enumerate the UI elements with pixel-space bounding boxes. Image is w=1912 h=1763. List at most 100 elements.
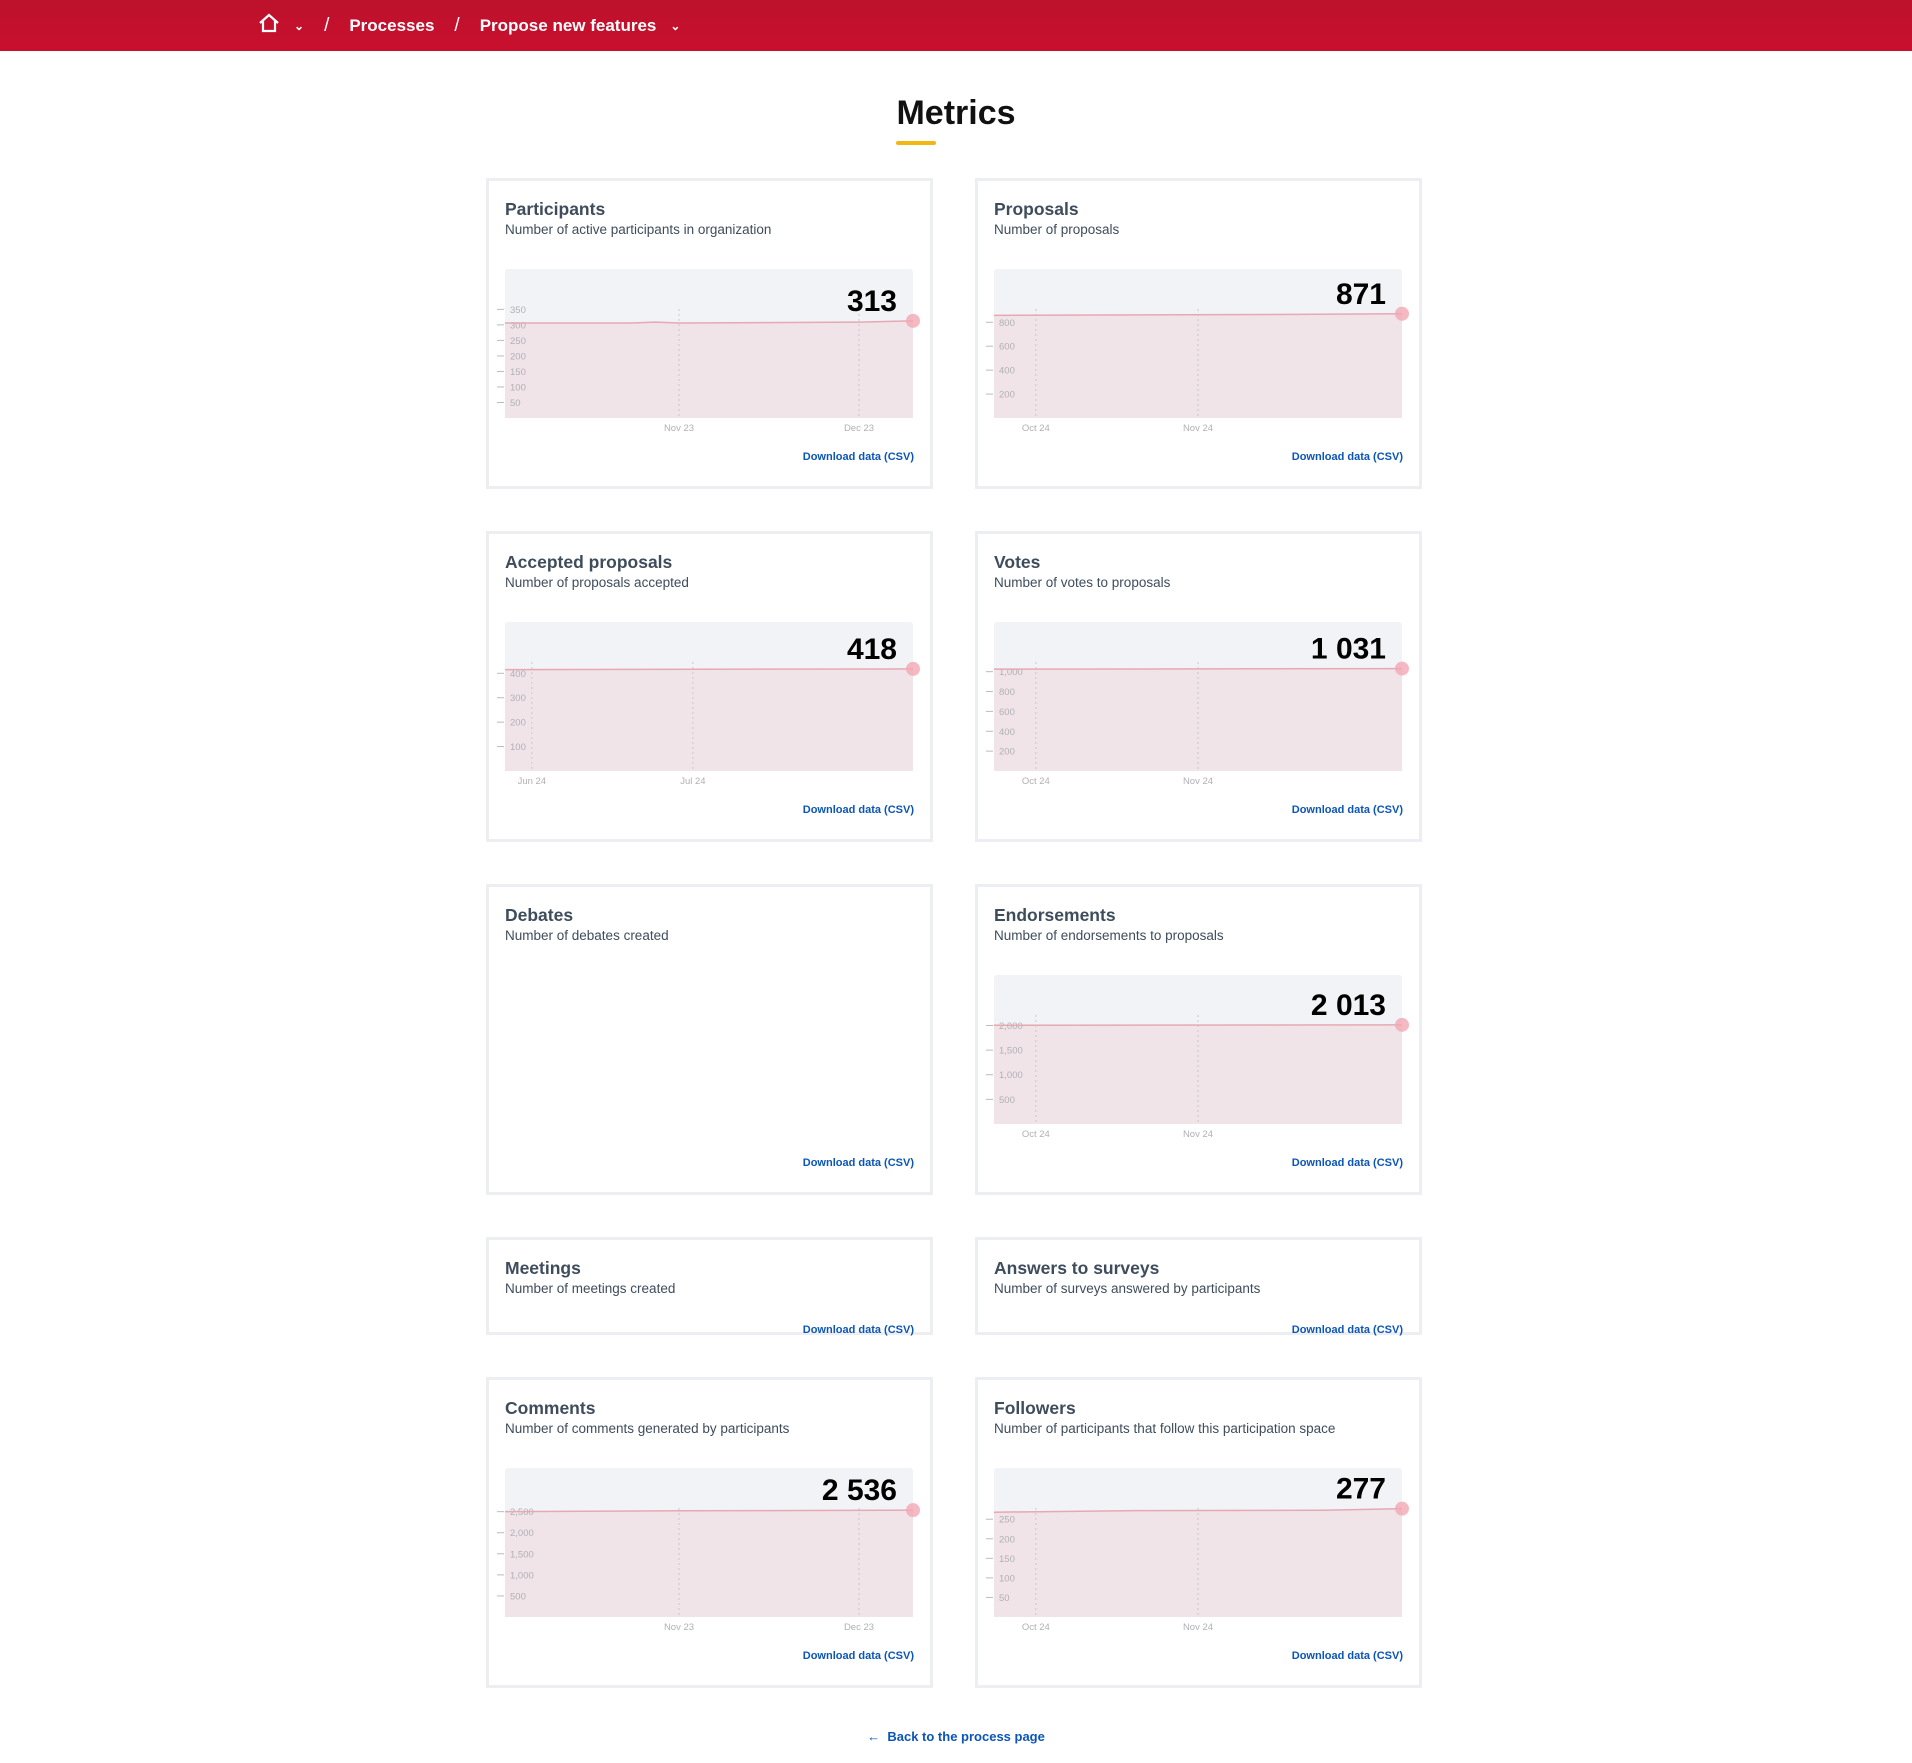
- x-tick-label: Nov 24: [1183, 1129, 1213, 1140]
- metric-subtitle: Number of endorsements to proposals: [994, 928, 1224, 943]
- download-csv-link[interactable]: Download data (CSV): [802, 1324, 914, 1336]
- x-tick-label: Nov 23: [664, 423, 694, 434]
- page-title: Metrics: [896, 94, 1016, 132]
- download-csv-link[interactable]: Download data (CSV): [802, 1157, 914, 1169]
- home-icon[interactable]: [258, 13, 280, 38]
- series-line: [504, 1509, 914, 1513]
- y-tick-label: 1,000: [510, 1570, 534, 1581]
- series-line: [504, 668, 914, 671]
- metric-card-answers-to-surveys: Answers to surveys Number of surveys ans…: [975, 1237, 1422, 1336]
- metric-chart: Oct 24 Nov 24 200 400 600 800 871: [986, 269, 1409, 434]
- last-point-marker: [1395, 661, 1409, 676]
- metric-value: 277: [1336, 1473, 1386, 1506]
- metric-subtitle: Number of proposals: [994, 222, 1120, 237]
- x-tick-label: Dec 23: [844, 1622, 874, 1633]
- metric-value: 871: [1336, 278, 1386, 311]
- top-navigation-bar: ⌄ / Processes / Propose new features ⌄: [0, 0, 1912, 51]
- y-tick-label: 200: [510, 718, 526, 729]
- metric-title: Participants: [505, 199, 606, 219]
- metric-card-debates: Debates Number of debates created Downlo…: [486, 884, 933, 1195]
- metric-title: Votes: [994, 552, 1041, 572]
- metric-card-votes: Votes Number of votes to proposals Downl…: [975, 531, 1422, 842]
- y-tick-label: 100: [510, 742, 526, 753]
- breadcrumb-processes[interactable]: Processes: [349, 15, 435, 35]
- y-tick-label: 800: [999, 318, 1015, 329]
- y-tick-label: 350: [510, 305, 526, 316]
- metric-title: Answers to surveys: [994, 1258, 1160, 1278]
- area-fill: [505, 320, 913, 418]
- x-tick-label: Jul 24: [680, 776, 705, 787]
- metric-card-endorsements: Endorsements Number of endorsements to p…: [975, 884, 1422, 1195]
- x-tick-label: Nov 24: [1183, 1622, 1213, 1633]
- chevron-down-icon[interactable]: ⌄: [294, 18, 305, 33]
- y-tick-label: 400: [999, 366, 1015, 377]
- x-tick-label: Nov 24: [1183, 776, 1213, 787]
- download-csv-link[interactable]: Download data (CSV): [1291, 1157, 1403, 1169]
- breadcrumb-process[interactable]: Propose new features: [479, 15, 657, 35]
- metric-card-proposals: Proposals Number of proposals Download d…: [975, 178, 1422, 489]
- x-tick-label: Oct 24: [1022, 1129, 1050, 1140]
- metric-card-accepted-proposals: Accepted proposals Number of proposals a…: [486, 531, 933, 842]
- series-line: [993, 667, 1403, 670]
- metric-chart: Jun 24 Jul 24 100 200 300 400 418: [497, 622, 920, 787]
- metric-chart: Nov 23 Dec 23 50 100 150 200 250 300 350 313: [497, 269, 920, 434]
- y-tick-label: 200: [999, 1534, 1015, 1545]
- area-fill: [994, 1508, 1402, 1617]
- chevron-down-icon[interactable]: ⌄: [670, 18, 681, 33]
- breadcrumb: ⌄ / Processes / Propose new features ⌄: [258, 0, 680, 51]
- metric-value: 313: [847, 285, 897, 318]
- x-tick-label: Nov 24: [1183, 423, 1213, 434]
- download-csv-link[interactable]: Download data (CSV): [1291, 1650, 1403, 1662]
- metric-card-meetings: Meetings Number of meetings created Down…: [486, 1237, 933, 1336]
- y-tick-label: 2,000: [999, 1021, 1023, 1032]
- series-line: [993, 313, 1403, 317]
- metric-chart: Oct 24 Nov 24 50 100 150 200 250 277: [986, 1468, 1409, 1633]
- metric-title: Endorsements: [994, 905, 1116, 925]
- back-to-process-link[interactable]: ← Back to the process page: [0, 1729, 1912, 1744]
- y-tick-label: 200: [999, 747, 1015, 758]
- breadcrumb-separator: /: [324, 14, 330, 36]
- metric-title: Proposals: [994, 199, 1079, 219]
- download-csv-link[interactable]: Download data (CSV): [1291, 451, 1403, 463]
- last-point-marker: [1395, 1501, 1409, 1516]
- y-tick-label: 1,500: [999, 1046, 1023, 1057]
- download-csv-link[interactable]: Download data (CSV): [802, 1650, 914, 1662]
- area-fill: [505, 668, 913, 771]
- metric-title: Comments: [505, 1398, 596, 1418]
- metric-subtitle: Number of participants that follow this …: [994, 1421, 1336, 1436]
- y-tick-label: 600: [999, 707, 1015, 718]
- download-csv-link[interactable]: Download data (CSV): [802, 451, 914, 463]
- metric-subtitle: Number of proposals accepted: [505, 575, 689, 590]
- last-point-marker: [906, 1503, 920, 1518]
- metric-value: 1 031: [1311, 633, 1386, 666]
- x-tick-label: Oct 24: [1022, 423, 1050, 434]
- arrow-left-icon: ←: [867, 1729, 888, 1744]
- area-fill: [505, 1510, 913, 1617]
- y-tick-label: 2,500: [510, 1507, 534, 1518]
- series-line: [505, 320, 914, 324]
- y-tick-label: 1,000: [999, 667, 1023, 678]
- y-tick-label: 250: [510, 336, 526, 347]
- area-fill: [994, 668, 1402, 771]
- y-tick-label: 1,500: [510, 1549, 534, 1560]
- y-tick-label: 800: [999, 687, 1015, 698]
- x-tick-label: Oct 24: [1022, 776, 1050, 787]
- download-csv-link[interactable]: Download data (CSV): [1291, 804, 1403, 816]
- metric-subtitle: Number of votes to proposals: [994, 575, 1171, 590]
- metric-value: 2 013: [1311, 989, 1386, 1022]
- y-tick-label: 250: [999, 1515, 1015, 1526]
- last-point-marker: [1395, 1017, 1409, 1032]
- metric-subtitle: Number of debates created: [505, 928, 669, 943]
- download-csv-link[interactable]: Download data (CSV): [1291, 1324, 1403, 1336]
- y-tick-label: 400: [510, 669, 526, 680]
- last-point-marker: [906, 313, 920, 328]
- title-underline: [896, 141, 936, 145]
- metric-subtitle: Number of active participants in organiz…: [505, 222, 772, 237]
- y-tick-label: 100: [510, 382, 526, 393]
- y-tick-label: 2,000: [510, 1528, 534, 1539]
- x-tick-label: Oct 24: [1022, 1622, 1050, 1633]
- metric-card-comments: Comments Number of comments generated by…: [486, 1377, 933, 1688]
- metric-title: Meetings: [505, 1258, 581, 1278]
- download-csv-link[interactable]: Download data (CSV): [802, 804, 914, 816]
- y-tick-label: 50: [510, 398, 521, 409]
